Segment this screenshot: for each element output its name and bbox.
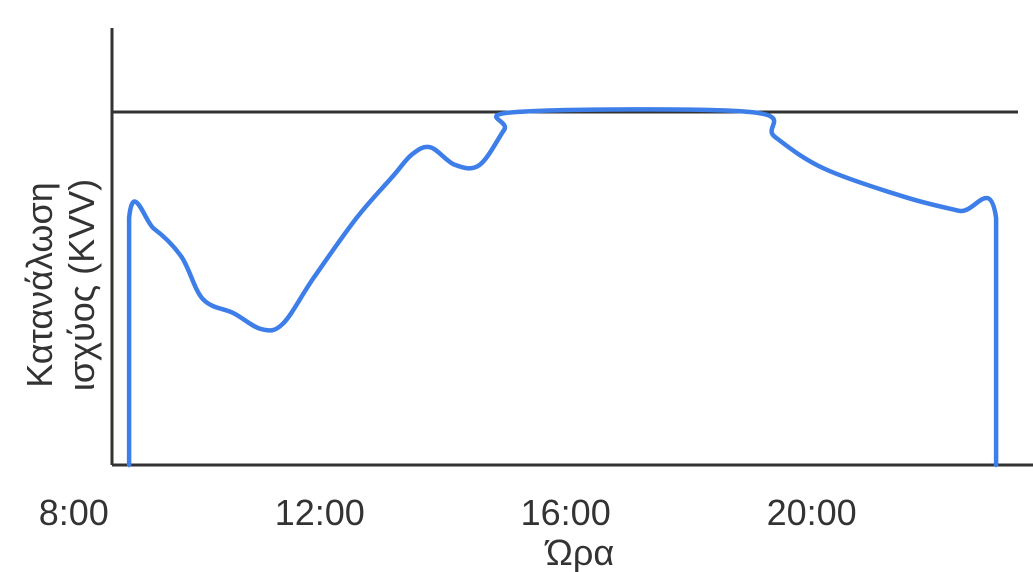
chart-axes <box>110 28 1033 467</box>
y-axis-label-line2: ισχύος (KVV) <box>61 179 102 391</box>
x-tick-labels: 8:00 12:00 16:00 20:00 <box>39 492 857 533</box>
x-tick-label: 12:00 <box>275 492 365 533</box>
series-group <box>126 107 999 468</box>
series-line-0 <box>126 107 999 468</box>
x-tick-label: 16:00 <box>521 492 611 533</box>
x-axis-label: Ώρα <box>544 532 614 572</box>
x-tick-label: 8:00 <box>39 492 109 533</box>
y-axis-label-line1: Κατανάλωση <box>19 182 60 388</box>
y-axis-label: Κατανάλωση ισχύος (KVV) <box>19 179 102 391</box>
x-tick-label: 20:00 <box>767 492 857 533</box>
